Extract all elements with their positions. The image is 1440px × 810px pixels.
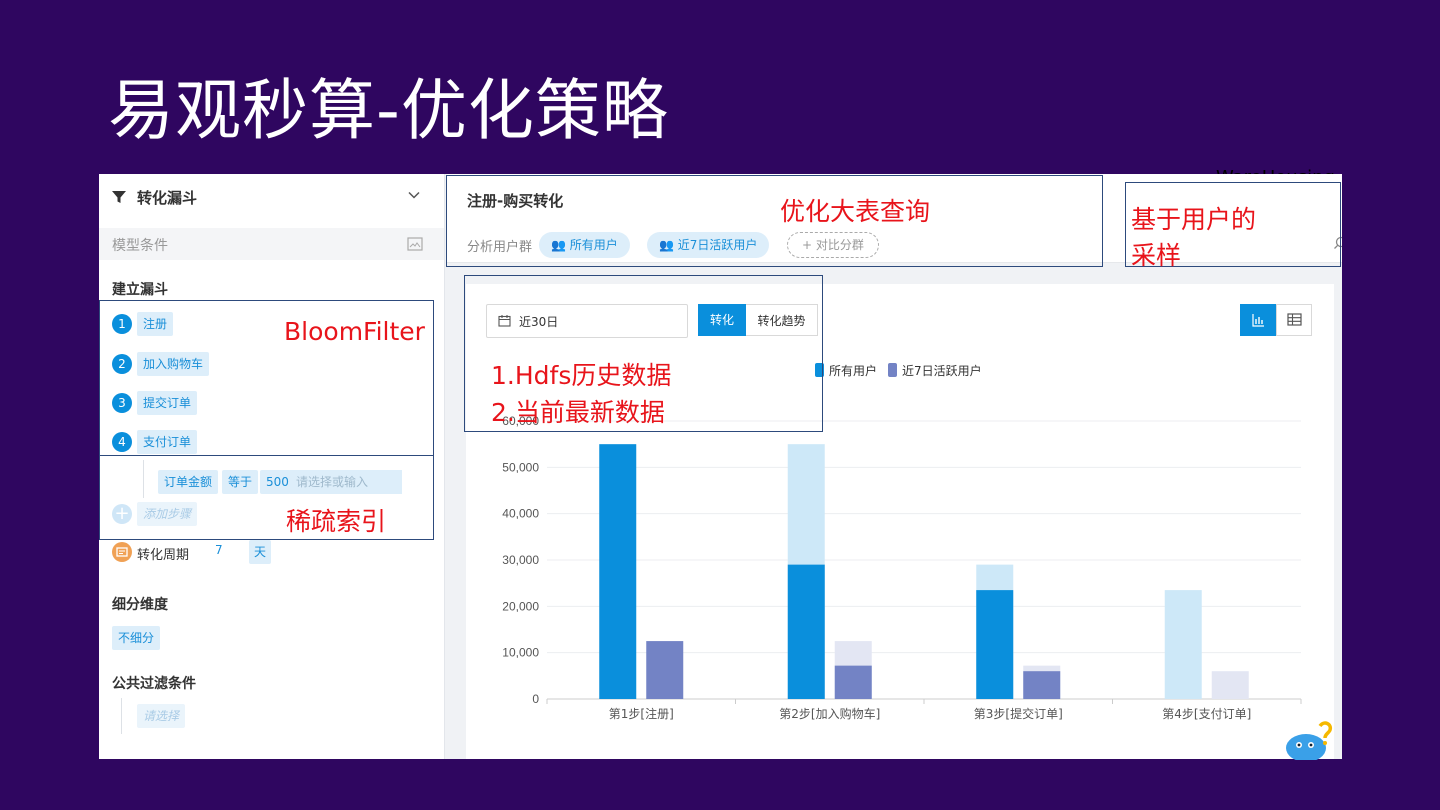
step-number: 4 <box>112 432 132 452</box>
annotation-bloomfilter: BloomFilter <box>284 317 425 346</box>
filter-value[interactable]: 500 <box>260 470 291 494</box>
add-step-button[interactable]: 添加步骤 <box>137 502 198 526</box>
annotation-sampling-line2: 采样 <box>1131 241 1182 270</box>
x-tick-label: 第4步[支付订单] <box>1162 707 1251 721</box>
annotation-table-query: 优化大表查询 <box>780 197 931 226</box>
step-number: 3 <box>112 393 132 413</box>
bar <box>787 564 825 699</box>
annotation-box-hdfs <box>464 275 823 432</box>
step-tag-pay-order[interactable]: 支付订单 <box>137 430 198 454</box>
build-funnel-title: 建立漏斗 <box>112 282 168 298</box>
y-tick-label: 0 <box>532 692 539 706</box>
public-filter-title: 公共过滤条件 <box>112 676 196 692</box>
y-tick-label: 10,000 <box>502 646 539 660</box>
period-label: 转化周期 <box>137 548 190 563</box>
legend-label: 所有用户 <box>829 364 878 378</box>
chevron-down-icon[interactable] <box>407 188 421 202</box>
date-range-picker[interactable]: 近30日 <box>486 304 688 338</box>
date-range-value: 近30日 <box>519 315 559 329</box>
step-tag-submit-order[interactable]: 提交订单 <box>137 391 198 415</box>
bar <box>599 444 637 699</box>
public-filter-select[interactable]: 请选择 <box>137 704 186 728</box>
mascot-help-icon[interactable] <box>1282 718 1334 760</box>
y-tick-label: 20,000 <box>502 599 539 613</box>
analytics-app: 转化漏斗 模型条件 建立漏斗 1 注册 2 加入购物车 3 提交订单 4 支付订… <box>99 174 1342 759</box>
bar-chart-icon <box>1252 314 1264 327</box>
y-tick-label: 30,000 <box>502 553 539 567</box>
period-value-input[interactable]: 7 <box>215 543 223 557</box>
x-tick-label: 第2步[加入购物车] <box>779 706 880 721</box>
group-pill-active-7d[interactable]: 👥 近7日活跃用户 <box>647 232 770 258</box>
bar-remaining <box>1164 590 1202 699</box>
filter-operator-tag[interactable]: 等于 <box>222 470 259 494</box>
search-icon[interactable] <box>1333 236 1342 250</box>
annotation-hdfs-line1: 1.Hdfs历史数据 <box>491 361 672 390</box>
model-conditions-label: 模型条件 <box>112 238 168 254</box>
annotation-box-table-query <box>446 175 1103 267</box>
slide-title: 易观秒算-优化策略 <box>108 72 669 149</box>
legend-swatch <box>815 363 824 377</box>
step-tag-register[interactable]: 注册 <box>137 312 174 336</box>
period-unit-select[interactable]: 天 <box>249 540 272 564</box>
filter-value-input[interactable]: 请选择或输入 <box>290 470 402 494</box>
x-tick-label: 第1步[注册] <box>609 706 674 721</box>
bar-remaining <box>1211 671 1249 699</box>
image-edit-icon[interactable] <box>407 237 423 251</box>
bar <box>834 665 872 699</box>
table-view-button[interactable] <box>1276 304 1312 336</box>
sidebar: 转化漏斗 模型条件 建立漏斗 1 注册 2 加入购物车 3 提交订单 4 支付订… <box>99 174 445 759</box>
bar <box>976 590 1014 699</box>
report-title: 注册-购买转化 <box>467 192 564 210</box>
legend-swatch <box>888 363 897 377</box>
public-filter-connector <box>121 698 122 734</box>
table-icon <box>1287 313 1302 326</box>
annotation-box-sparse <box>99 455 434 540</box>
group-pill-all-users[interactable]: 👥 所有用户 <box>539 232 630 258</box>
breakdown-select[interactable]: 不细分 <box>112 626 161 650</box>
model-conditions-row[interactable]: 模型条件 <box>99 228 444 260</box>
calendar-icon <box>498 315 511 327</box>
report-header: 注册-购买转化 分析用户群 👥 所有用户 👥 近7日活跃用户 + 对比分群 全量 <box>447 174 1342 263</box>
annotation-sparse-index: 稀疏索引 <box>286 507 387 536</box>
annotation-sampling-line1: 基于用户的 <box>1131 205 1257 234</box>
bar <box>646 641 684 699</box>
group-pill-label: 近7日活跃用户 <box>677 238 758 252</box>
users-icon: 👥 <box>551 238 566 252</box>
legend-active-users[interactable]: 近7日活跃用户 <box>888 362 982 379</box>
legend-all-users[interactable]: 所有用户 <box>815 362 877 379</box>
annotation-box-sampling <box>1125 182 1341 267</box>
sidebar-header[interactable]: 转化漏斗 <box>99 174 444 220</box>
step-tag-add-cart[interactable]: 加入购物车 <box>137 352 210 376</box>
y-tick-label: 60,000 <box>502 414 539 428</box>
users-icon: 👥 <box>659 238 674 252</box>
breakdown-title: 细分维度 <box>112 597 168 613</box>
legend-label: 近7日活跃用户 <box>902 364 982 378</box>
filter-field-tag[interactable]: 订单金额 <box>158 470 219 494</box>
step-number: 1 <box>112 314 132 334</box>
user-group-label: 分析用户群 <box>467 240 533 255</box>
annotation-hdfs-line2: 2.当前最新数据 <box>491 398 665 427</box>
group-pill-label: 所有用户 <box>569 238 618 252</box>
tab-conversion-trend[interactable]: 转化趋势 <box>746 304 818 336</box>
y-tick-label: 50,000 <box>502 460 539 474</box>
bar <box>1023 671 1061 699</box>
chart-card: 近30日 转化 转化趋势 所有用户 近7日活跃用户 0 10,000 20,000 3… <box>466 284 1334 759</box>
funnel-bar-chart: 0 10,000 20,000 30,000 40,000 50,000 60,000 第1步… <box>502 414 1302 721</box>
tab-conversion[interactable]: 转化 <box>698 304 746 336</box>
funnel-icon <box>112 191 126 203</box>
add-step-icon[interactable]: + <box>112 504 132 524</box>
step-number: 2 <box>112 354 132 374</box>
sidebar-title: 转化漏斗 <box>137 189 198 207</box>
x-tick-label: 第3步[提交订单] <box>974 706 1063 721</box>
calendar-icon <box>112 542 132 562</box>
compare-group-button[interactable]: + 对比分群 <box>787 232 879 258</box>
bar-chart-view-button[interactable] <box>1240 304 1276 336</box>
filter-connector <box>143 460 144 498</box>
y-tick-label: 40,000 <box>502 507 539 521</box>
